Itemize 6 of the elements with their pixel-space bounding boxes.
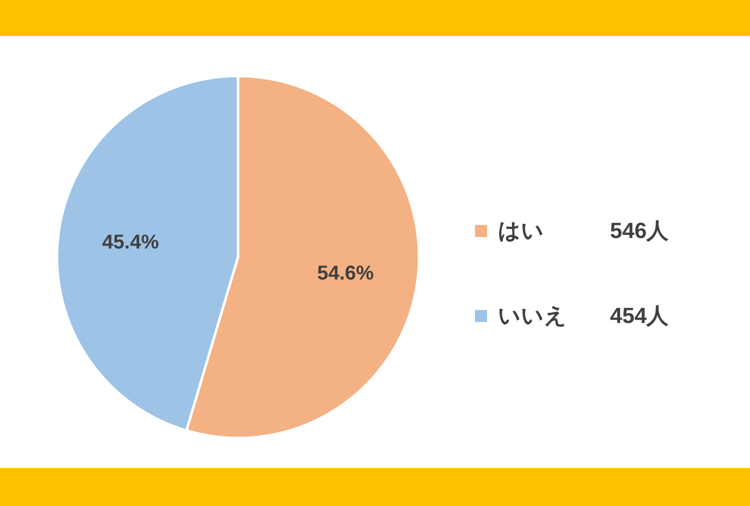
data-label: 45.4%	[102, 231, 160, 254]
legend-label: いいえ	[498, 303, 567, 328]
text: 454人	[610, 303, 670, 328]
data-label: 54.6%	[317, 262, 374, 285]
text: 546人	[610, 218, 670, 243]
legend-label: はい	[498, 218, 544, 243]
